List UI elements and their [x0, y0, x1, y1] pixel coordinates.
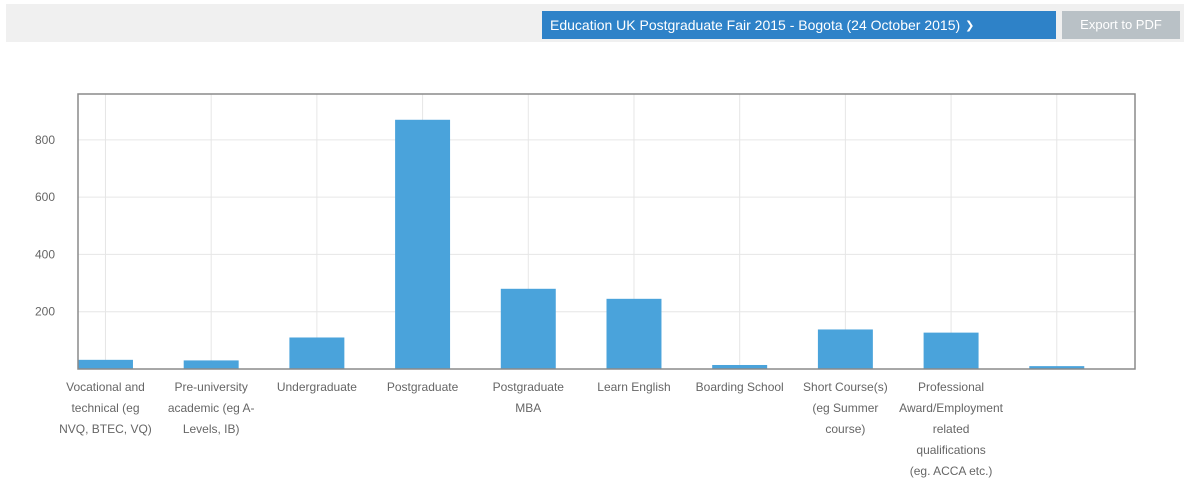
- bar-6[interactable]: [712, 364, 768, 369]
- event-selector-dropdown[interactable]: Education UK Postgraduate Fair 2015 - Bo…: [542, 11, 1056, 39]
- y-tick-label-800: 800: [35, 133, 55, 147]
- y-tick-label-200: 200: [35, 305, 55, 319]
- x-category-label-5: Learn English: [597, 380, 670, 394]
- chart-bars: [78, 119, 1085, 369]
- event-selector-label: Education UK Postgraduate Fair 2015 - Bo…: [550, 17, 961, 33]
- bar-0[interactable]: [78, 359, 133, 369]
- x-category-label-3: Postgraduate: [387, 380, 459, 394]
- x-category-label-1: Pre-university academic (eg A-Levels, IB): [168, 380, 255, 436]
- bar-9[interactable]: [1029, 366, 1085, 369]
- x-category-label-4: Postgraduate MBA: [493, 380, 565, 415]
- bar-4[interactable]: [500, 288, 556, 369]
- x-category-label-8: Professional Award/Employment related quali…: [899, 380, 1003, 478]
- x-category-label-6: Boarding School: [696, 380, 784, 394]
- bar-chart: 200 400 600 800 Vocational and technical (eg…: [0, 60, 1184, 490]
- chevron-down-icon: ❯: [965, 20, 975, 32]
- x-axis-labels: Vocational and technical (eg NVQ, BTEC, VQ…: [59, 380, 1004, 478]
- x-category-label-7: Short Course(s) (eg Summer course): [803, 380, 888, 436]
- y-tick-label-600: 600: [35, 190, 55, 204]
- bar-8[interactable]: [923, 332, 979, 369]
- bar-5[interactable]: [606, 298, 662, 369]
- plot-frame: [77, 93, 1136, 370]
- bar-2[interactable]: [289, 337, 345, 369]
- bar-1[interactable]: [183, 360, 239, 369]
- y-axis-ticks: 200 400 600 800: [35, 133, 55, 319]
- export-pdf-button[interactable]: Export to PDF: [1062, 11, 1180, 39]
- y-tick-label-400: 400: [35, 247, 55, 261]
- x-category-label-0: Vocational and technical (eg NVQ, BTEC, VQ…: [59, 380, 152, 436]
- bar-7[interactable]: [817, 329, 873, 369]
- x-category-label-2: Undergraduate: [277, 380, 357, 394]
- bar-3[interactable]: [395, 119, 451, 369]
- chart-svg: 200 400 600 800 Vocational and technical (eg…: [35, 93, 1136, 478]
